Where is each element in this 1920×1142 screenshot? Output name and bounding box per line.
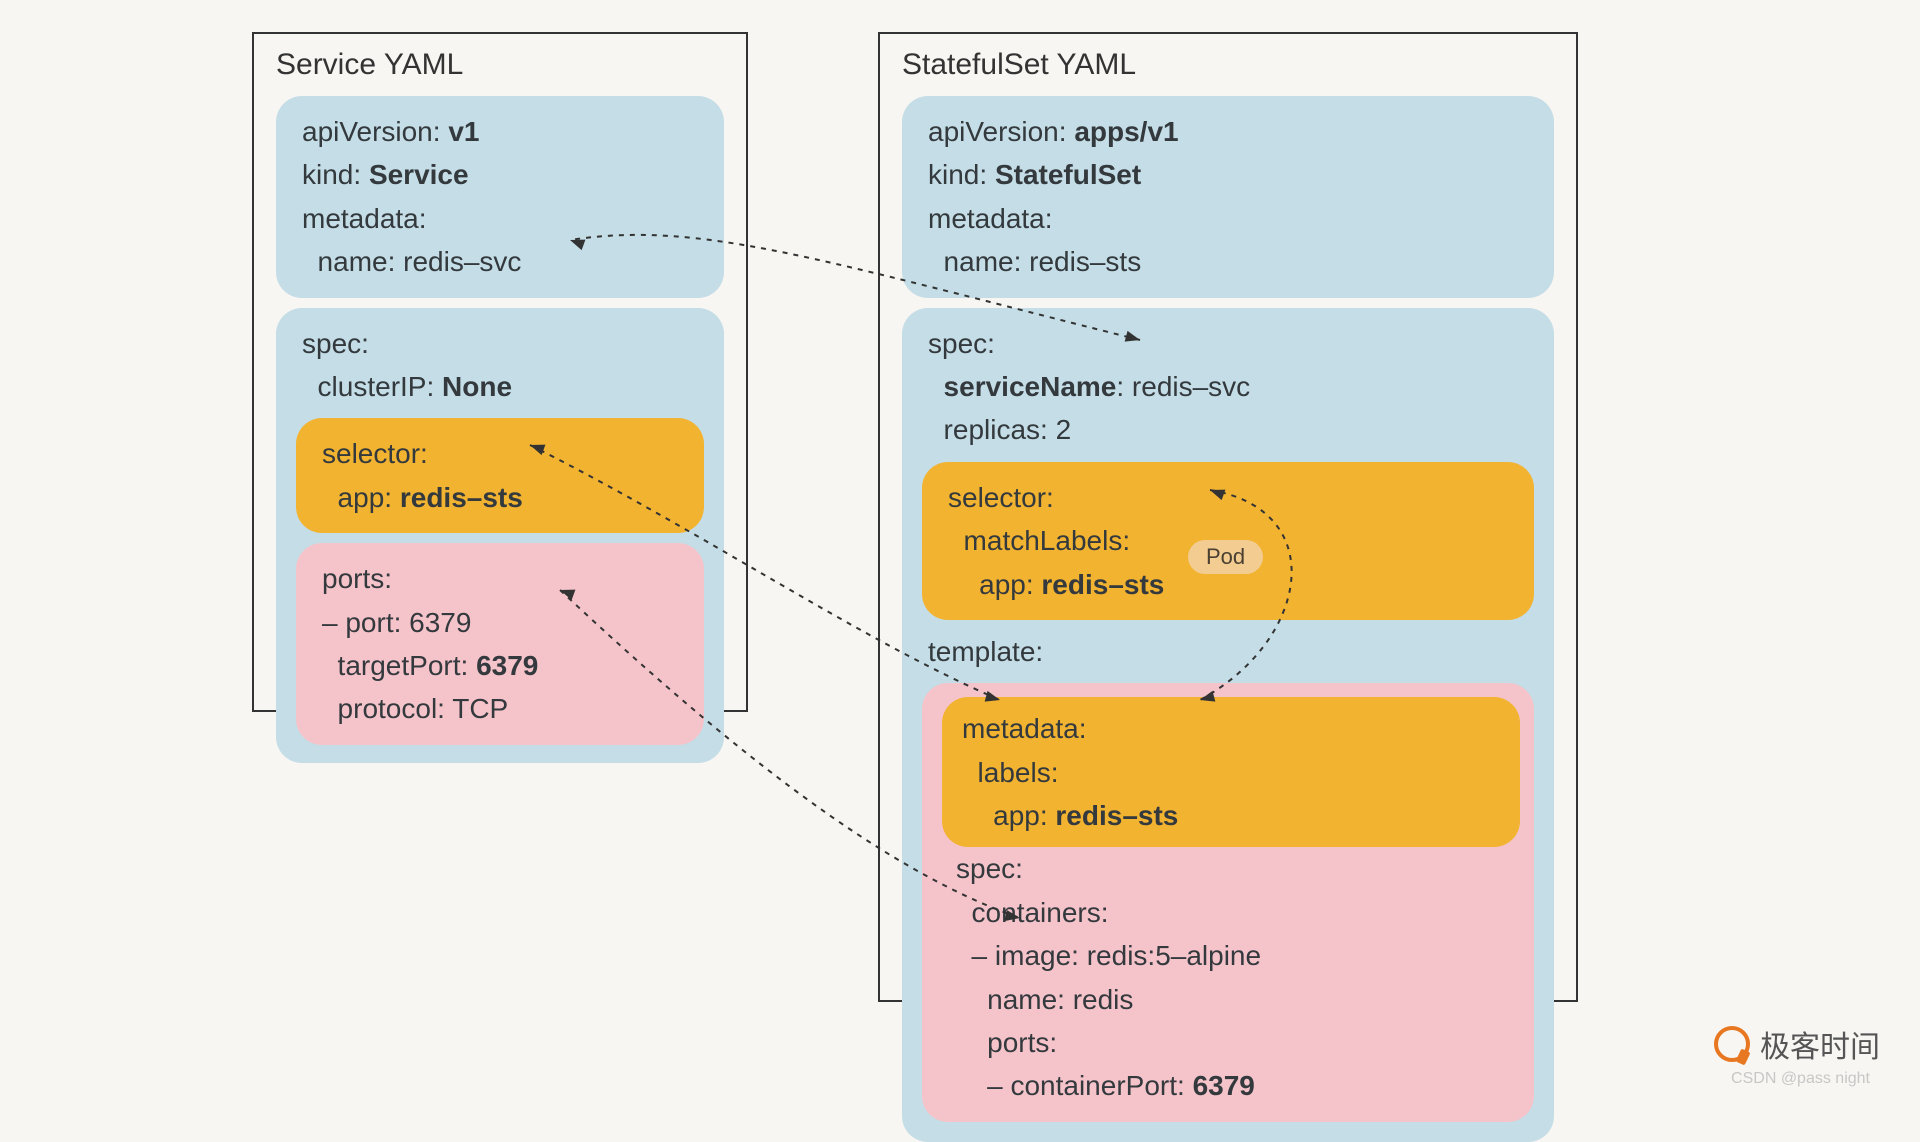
csdn-text: CSDN @pass night	[1731, 1070, 1870, 1088]
service-ports-block: ports: – port: 6379 targetPort: 6379 pro…	[296, 543, 704, 745]
pod-badge: Pod	[1188, 540, 1263, 574]
sts-tmpl-image: – image: redis:5–alpine	[956, 934, 1514, 977]
sts-tmpl-cport: – containerPort: 6379	[956, 1064, 1514, 1107]
sts-tmpl-app: app: redis–sts	[962, 794, 1500, 837]
sts-replicas: replicas: 2	[928, 408, 1528, 451]
geektime-logo-icon	[1714, 1026, 1750, 1062]
watermark: 极客时间	[1714, 1022, 1880, 1066]
svc-targetport: targetPort: 6379	[322, 644, 678, 687]
service-title: Service YAML	[276, 48, 724, 82]
svc-port: – port: 6379	[322, 601, 678, 644]
sts-tmpl-labels: labels:	[962, 751, 1500, 794]
sts-apiversion: apiVersion: apps/v1	[928, 110, 1528, 153]
service-yaml-panel: Service YAML apiVersion: v1 kind: Servic…	[252, 32, 748, 712]
sts-template: template:	[928, 630, 1528, 673]
sts-servicename: serviceName: redis–svc	[928, 365, 1528, 408]
svc-protocol: protocol: TCP	[322, 687, 678, 730]
svc-kind: kind: Service	[302, 153, 698, 196]
svc-selector-app: app: redis–sts	[322, 476, 678, 519]
sts-spec: spec:	[928, 322, 1528, 365]
sts-tmpl-containers: containers:	[956, 891, 1514, 934]
sts-kind: kind: StatefulSet	[928, 153, 1528, 196]
svc-metadata: metadata:	[302, 197, 698, 240]
sts-header-block: apiVersion: apps/v1 kind: StatefulSet me…	[902, 96, 1554, 298]
sts-selector: selector:	[948, 476, 1508, 519]
svc-selector: selector:	[322, 432, 678, 475]
watermark-text: 极客时间	[1760, 1022, 1880, 1066]
svc-name: name: redis–svc	[302, 240, 698, 283]
sts-tmpl-meta: metadata:	[962, 707, 1500, 750]
service-selector-block: selector: app: redis–sts	[296, 418, 704, 533]
sts-template-meta-block: metadata: labels: app: redis–sts	[942, 697, 1520, 847]
sts-template-block: metadata: labels: app: redis–sts spec: c…	[922, 683, 1534, 1122]
service-spec-block: spec: clusterIP: None selector: app: red…	[276, 308, 724, 763]
sts-tmpl-spec: spec:	[956, 847, 1514, 890]
svc-ports: ports:	[322, 557, 678, 600]
sts-name: name: redis–sts	[928, 240, 1528, 283]
svc-clusterip: clusterIP: None	[302, 365, 698, 408]
sts-tmpl-name: name: redis	[956, 978, 1514, 1021]
sts-metadata: metadata:	[928, 197, 1528, 240]
svc-apiversion: apiVersion: v1	[302, 110, 698, 153]
sts-tmpl-ports: ports:	[956, 1021, 1514, 1064]
sts-spec-block: spec: serviceName: redis–svc replicas: 2…	[902, 308, 1554, 1142]
service-header-block: apiVersion: v1 kind: Service metadata: n…	[276, 96, 724, 298]
svc-spec: spec:	[302, 322, 698, 365]
statefulset-yaml-panel: StatefulSet YAML apiVersion: apps/v1 kin…	[878, 32, 1578, 1002]
sts-title: StatefulSet YAML	[902, 48, 1554, 82]
